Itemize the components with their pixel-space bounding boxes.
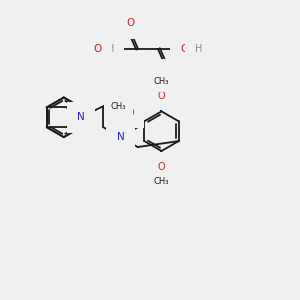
Text: O: O [93, 44, 102, 54]
Text: H: H [195, 44, 202, 54]
Text: CH₃: CH₃ [154, 77, 169, 86]
Text: N: N [77, 112, 85, 122]
Text: CH₃: CH₃ [110, 102, 126, 111]
Text: O: O [158, 162, 165, 172]
Text: O: O [162, 70, 170, 80]
Text: O: O [158, 91, 165, 100]
Text: H: H [107, 44, 114, 54]
Text: O: O [181, 44, 189, 54]
Text: O: O [127, 108, 134, 118]
Text: O: O [126, 18, 134, 28]
Text: CH₃: CH₃ [154, 177, 169, 186]
Text: N: N [117, 132, 124, 142]
